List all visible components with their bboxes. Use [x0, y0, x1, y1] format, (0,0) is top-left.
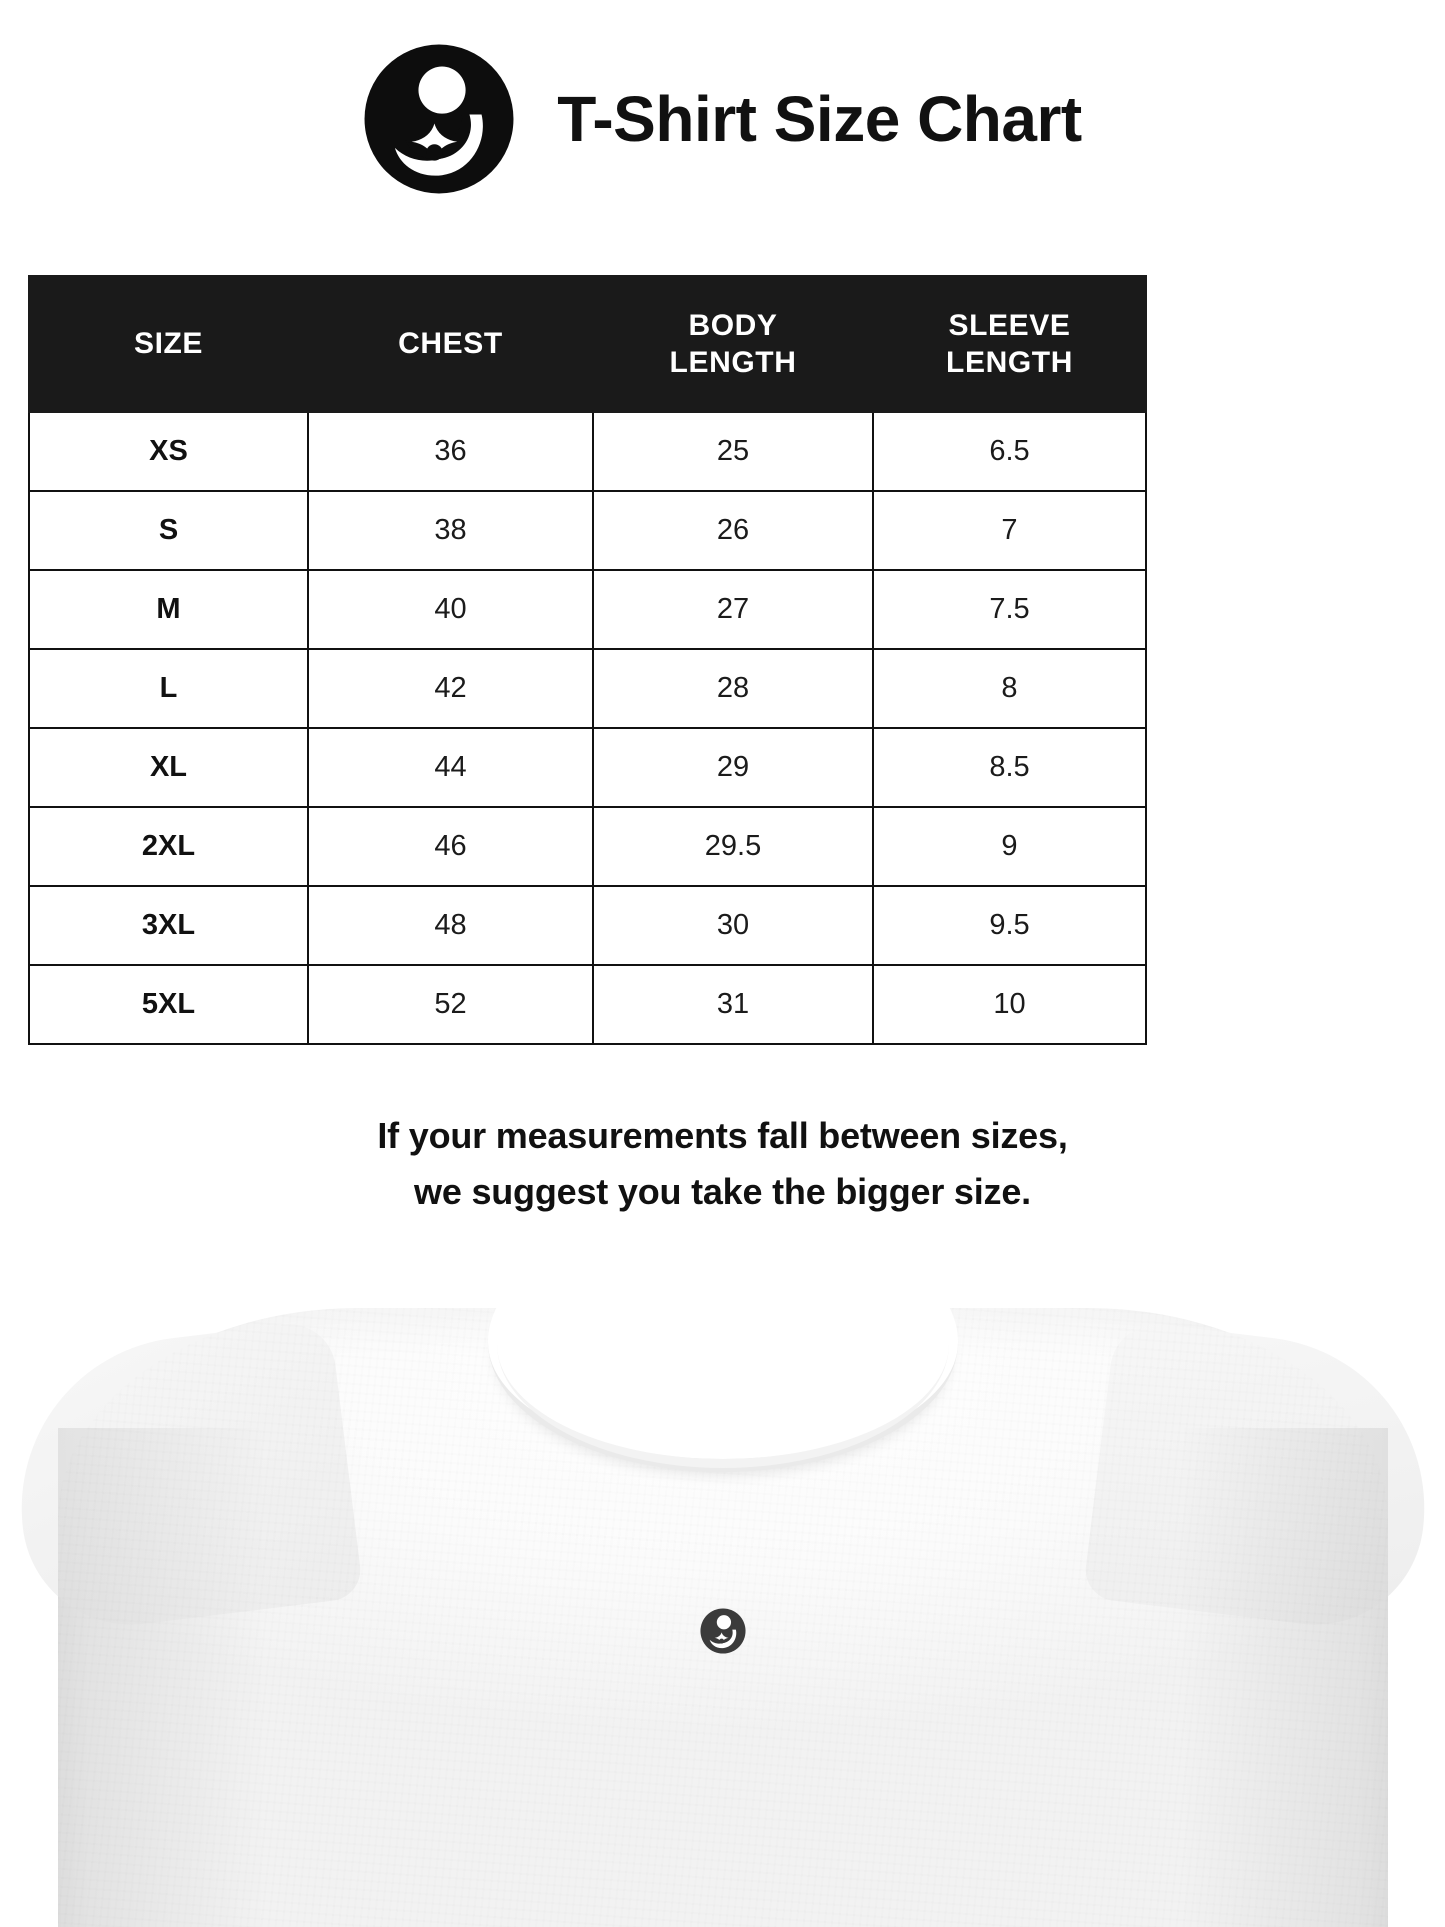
cell-body: 29 — [592, 727, 874, 808]
cell-chest: 40 — [307, 569, 594, 650]
cell-size: 5XL — [28, 964, 309, 1045]
cell-size: L — [28, 648, 309, 729]
table-header-row: SIZE CHEST BODY LENGTH SLEEVE LENGTH — [28, 275, 1147, 413]
size-table-container: SIZE CHEST BODY LENGTH SLEEVE LENGTH — [28, 275, 1147, 1045]
cell-body: 28 — [592, 648, 874, 729]
column-header-chest: CHEST — [307, 275, 594, 413]
cell-chest: 38 — [307, 490, 594, 571]
table-row: 2XL 46 29.5 9 — [28, 806, 1147, 887]
table-row: 3XL 48 30 9.5 — [28, 885, 1147, 966]
cell-chest: 52 — [307, 964, 594, 1045]
tshirt-photo — [0, 1290, 1445, 1927]
cell-chest: 46 — [307, 806, 594, 887]
cell-size: XL — [28, 727, 309, 808]
cell-sleeve: 8.5 — [872, 727, 1147, 808]
table-row: L 42 28 8 — [28, 648, 1147, 729]
cell-body: 30 — [592, 885, 874, 966]
table-head: SIZE CHEST BODY LENGTH SLEEVE LENGTH — [28, 275, 1147, 413]
table-row: M 40 27 7.5 — [28, 569, 1147, 650]
cell-body: 26 — [592, 490, 874, 571]
page-title: T-Shirt Size Chart — [557, 83, 1082, 155]
cell-size: M — [28, 569, 309, 650]
cell-size: XS — [28, 411, 309, 492]
sizing-note: If your measurements fall between sizes,… — [0, 1108, 1445, 1220]
cell-body: 31 — [592, 964, 874, 1045]
sizing-note-line-2: we suggest you take the bigger size. — [414, 1170, 1031, 1212]
column-header-body-length-line-1: BODY — [688, 308, 778, 342]
tshirt-shoulder-right — [1081, 1318, 1444, 1638]
cell-body: 27 — [592, 569, 874, 650]
cell-chest: 44 — [307, 727, 594, 808]
column-header-chest-line-1: CHEST — [398, 327, 503, 361]
mother-and-child-circle-logo-icon — [699, 1608, 746, 1654]
table-body: XS 36 25 6.5 S 38 26 7 M 40 27 7.5 — [28, 411, 1147, 1045]
size-table: SIZE CHEST BODY LENGTH SLEEVE LENGTH — [28, 275, 1147, 1045]
cell-sleeve: 8 — [872, 648, 1147, 729]
cell-chest: 42 — [307, 648, 594, 729]
column-header-size-line-1: SIZE — [133, 327, 204, 361]
cell-chest: 36 — [307, 411, 594, 492]
mother-and-child-circle-logo-icon — [363, 43, 515, 195]
cell-sleeve: 9.5 — [872, 885, 1147, 966]
cell-size: S — [28, 490, 309, 571]
cell-chest: 48 — [307, 885, 594, 966]
cell-sleeve: 9 — [872, 806, 1147, 887]
cell-body: 25 — [592, 411, 874, 492]
column-header-body-length-line-2: LENGTH — [669, 346, 797, 379]
tshirt-collar-rib — [496, 1290, 949, 1468]
table-row: 5XL 52 31 10 — [28, 964, 1147, 1045]
column-header-sleeve-length-line-1: SLEEVE — [948, 308, 1071, 342]
page-header: T-Shirt Size Chart — [0, 0, 1445, 196]
cell-body: 29.5 — [592, 806, 874, 887]
sizing-note-line-1: If your measurements fall between sizes, — [377, 1115, 1068, 1156]
cell-size: 2XL — [28, 806, 309, 887]
cell-sleeve: 7 — [872, 490, 1147, 571]
table-row: XL 44 29 8.5 — [28, 727, 1147, 808]
cell-sleeve: 7.5 — [872, 569, 1147, 650]
column-header-body-length: BODY LENGTH — [592, 275, 874, 413]
column-header-size: SIZE — [28, 275, 309, 413]
table-row: S 38 26 7 — [28, 490, 1147, 571]
cell-sleeve: 6.5 — [872, 411, 1147, 492]
column-header-sleeve-length: SLEEVE LENGTH — [872, 275, 1147, 413]
tshirt-body — [1, 1290, 1444, 1927]
table-row: XS 36 25 6.5 — [28, 411, 1147, 492]
cell-size: 3XL — [28, 885, 309, 966]
cell-sleeve: 10 — [872, 964, 1147, 1045]
column-header-sleeve-length-line-2: LENGTH — [946, 346, 1073, 379]
tshirt-shoulder-left — [1, 1318, 364, 1638]
